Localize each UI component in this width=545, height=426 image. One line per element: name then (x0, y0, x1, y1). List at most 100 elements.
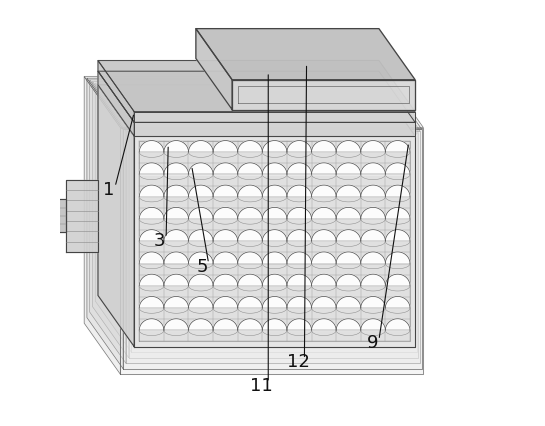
Polygon shape (287, 230, 312, 242)
Polygon shape (385, 319, 410, 331)
Polygon shape (95, 84, 417, 135)
Polygon shape (262, 230, 287, 242)
Polygon shape (336, 275, 361, 286)
Polygon shape (287, 141, 312, 153)
Polygon shape (385, 141, 410, 153)
Polygon shape (98, 86, 134, 347)
Polygon shape (312, 230, 336, 242)
Polygon shape (123, 130, 422, 369)
Polygon shape (95, 84, 131, 352)
Polygon shape (134, 123, 415, 137)
Polygon shape (189, 275, 213, 286)
Polygon shape (385, 164, 410, 175)
Polygon shape (131, 135, 417, 352)
Polygon shape (361, 208, 385, 219)
Polygon shape (140, 297, 164, 308)
Polygon shape (189, 297, 213, 308)
Polygon shape (98, 86, 134, 347)
Polygon shape (126, 132, 420, 363)
Polygon shape (312, 297, 336, 308)
Polygon shape (336, 297, 361, 308)
Polygon shape (98, 72, 134, 137)
Polygon shape (90, 81, 126, 363)
Polygon shape (189, 186, 213, 197)
Polygon shape (287, 208, 312, 219)
Polygon shape (361, 141, 385, 153)
Polygon shape (385, 252, 410, 264)
Polygon shape (238, 230, 262, 242)
Polygon shape (140, 142, 410, 342)
Polygon shape (140, 319, 164, 331)
Polygon shape (312, 141, 336, 153)
Polygon shape (238, 186, 262, 197)
Polygon shape (140, 164, 164, 175)
Polygon shape (361, 186, 385, 197)
Polygon shape (140, 141, 164, 153)
Polygon shape (287, 319, 312, 331)
Polygon shape (93, 82, 419, 133)
Polygon shape (164, 230, 189, 242)
Polygon shape (90, 81, 420, 132)
Polygon shape (238, 141, 262, 153)
Polygon shape (189, 208, 213, 219)
Polygon shape (385, 208, 410, 219)
Polygon shape (213, 319, 238, 331)
Polygon shape (164, 141, 189, 153)
Text: 3: 3 (154, 232, 166, 250)
Polygon shape (134, 112, 415, 123)
Polygon shape (164, 164, 189, 175)
Polygon shape (238, 297, 262, 308)
Polygon shape (213, 230, 238, 242)
Polygon shape (312, 252, 336, 264)
Polygon shape (140, 186, 164, 197)
Polygon shape (134, 137, 415, 347)
Polygon shape (164, 319, 189, 331)
Polygon shape (213, 275, 238, 286)
Polygon shape (238, 319, 262, 331)
Polygon shape (84, 78, 120, 374)
Polygon shape (312, 319, 336, 331)
Text: 5: 5 (197, 257, 208, 275)
Polygon shape (385, 186, 410, 197)
Polygon shape (287, 186, 312, 197)
Polygon shape (238, 252, 262, 264)
Polygon shape (262, 164, 287, 175)
Polygon shape (98, 61, 415, 112)
Polygon shape (361, 164, 385, 175)
Polygon shape (140, 252, 164, 264)
Polygon shape (312, 164, 336, 175)
Polygon shape (336, 230, 361, 242)
Polygon shape (238, 275, 262, 286)
Polygon shape (140, 230, 164, 242)
Polygon shape (189, 319, 213, 331)
Polygon shape (232, 81, 415, 110)
Polygon shape (213, 252, 238, 264)
Polygon shape (361, 297, 385, 308)
Polygon shape (189, 252, 213, 264)
Polygon shape (262, 208, 287, 219)
Polygon shape (84, 78, 423, 128)
Polygon shape (262, 252, 287, 264)
Polygon shape (140, 208, 164, 219)
Polygon shape (120, 128, 423, 374)
Polygon shape (262, 319, 287, 331)
Polygon shape (312, 186, 336, 197)
Polygon shape (336, 186, 361, 197)
Text: 9: 9 (367, 334, 378, 351)
Polygon shape (164, 186, 189, 197)
Polygon shape (129, 133, 419, 358)
Polygon shape (213, 164, 238, 175)
Polygon shape (87, 79, 422, 130)
Polygon shape (98, 61, 134, 123)
Polygon shape (361, 275, 385, 286)
Polygon shape (312, 208, 336, 219)
Polygon shape (213, 297, 238, 308)
Polygon shape (312, 275, 336, 286)
Polygon shape (385, 275, 410, 286)
Polygon shape (213, 141, 238, 153)
Polygon shape (164, 297, 189, 308)
Text: 12: 12 (287, 353, 310, 371)
Polygon shape (238, 164, 262, 175)
Polygon shape (361, 319, 385, 331)
Polygon shape (87, 79, 123, 369)
